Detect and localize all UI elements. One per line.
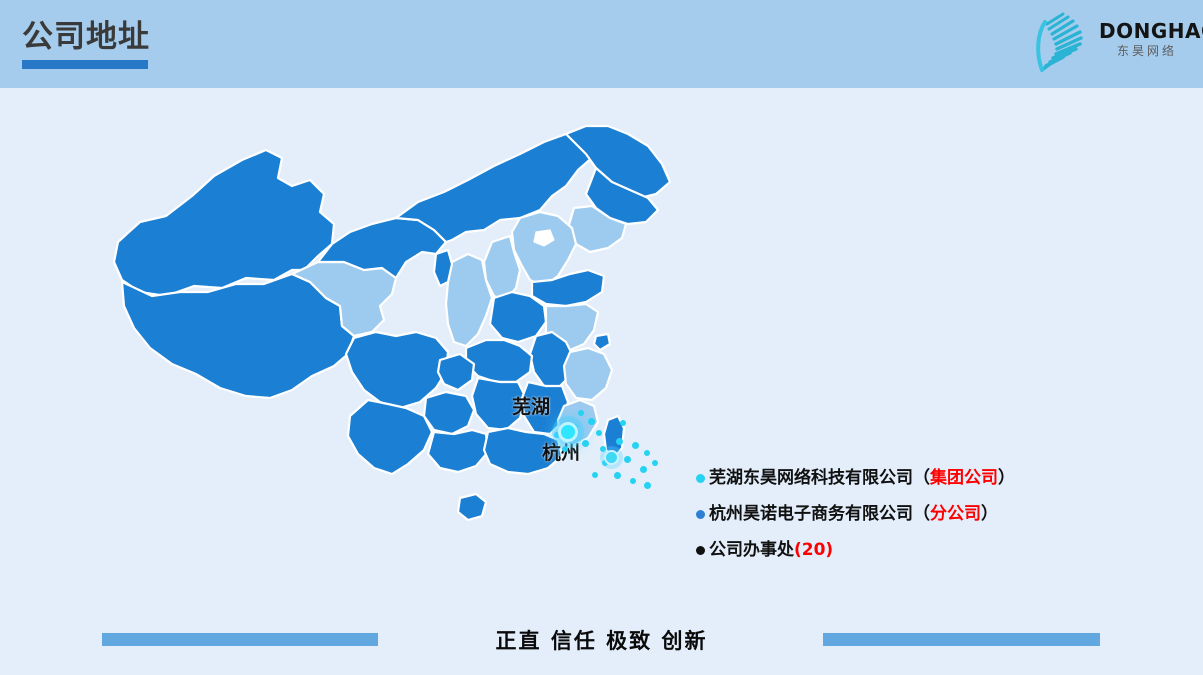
- office-dot[interactable]: [624, 456, 631, 463]
- province-gansu: [316, 216, 448, 280]
- province-guizhou: [422, 390, 476, 436]
- legend: 芜湖东昊网络科技有限公司（集团公司） 杭州昊诺电子商务有限公司（分公司） 公司办…: [696, 460, 1116, 568]
- title-underline: [22, 60, 148, 69]
- legend-bullet-icon: [696, 545, 705, 555]
- wuhu-marker[interactable]: [558, 422, 578, 442]
- office-dot[interactable]: [640, 466, 647, 473]
- legend-bullet-icon: [696, 509, 705, 519]
- province-sichuan: [344, 330, 450, 410]
- province-zhejiang: [562, 346, 614, 402]
- legend-label: 杭州昊诺电子商务有限公司（分公司）: [709, 504, 998, 524]
- province-heilongjiang: [564, 124, 672, 200]
- wuhu-label: 芜湖: [512, 396, 551, 418]
- province-hainan: [456, 492, 488, 522]
- china-map-svg: [112, 124, 672, 522]
- office-dot[interactable]: [644, 450, 650, 456]
- province-beijing: [533, 229, 555, 247]
- company-logo: DONGHAO 东昊网络: [1027, 6, 1203, 78]
- wing-fan-icon: [1033, 8, 1095, 74]
- legend-accent: 集团公司: [930, 468, 998, 488]
- office-dot[interactable]: [644, 482, 651, 489]
- logo-chinese: 东昊网络: [1116, 44, 1177, 58]
- office-dot[interactable]: [630, 478, 636, 484]
- legend-item-group-company[interactable]: 芜湖东昊网络科技有限公司（集团公司）: [696, 460, 1116, 496]
- legend-bullet-icon: [696, 473, 705, 483]
- hangzhou-marker[interactable]: [604, 450, 619, 465]
- province-guangdong: [482, 426, 564, 476]
- province-shaanxi: [444, 252, 494, 348]
- legend-item-branch-company[interactable]: 杭州昊诺电子商务有限公司（分公司）: [696, 496, 1116, 532]
- hangzhou-label: 杭州: [542, 442, 581, 464]
- province-hubei: [464, 338, 534, 384]
- legend-item-offices[interactable]: 公司办事处(20): [696, 532, 1116, 568]
- province-ningxia: [432, 248, 454, 288]
- page-title-text: 公司地址: [22, 19, 150, 55]
- legend-accent: (20): [794, 540, 834, 560]
- office-dot[interactable]: [632, 442, 639, 449]
- footer-bar-right: [823, 633, 1100, 646]
- legend-accent: 分公司: [930, 504, 981, 524]
- page-title: 公司地址: [22, 16, 150, 69]
- legend-label: 芜湖东昊网络科技有限公司（集团公司）: [709, 468, 1015, 488]
- province-yunnan: [346, 398, 434, 476]
- office-dot[interactable]: [620, 420, 626, 426]
- province-henan: [488, 290, 548, 344]
- footer-slogan: 正直 信任 极致 创新: [495, 629, 708, 653]
- header-band: 公司地址: [0, 0, 1203, 88]
- china-map[interactable]: 芜湖 杭州: [96, 120, 696, 610]
- office-dot[interactable]: [592, 472, 598, 478]
- province-guangxi: [426, 428, 490, 474]
- office-dot[interactable]: [554, 432, 560, 438]
- office-dot[interactable]: [596, 430, 602, 436]
- footer-bar-left: [102, 633, 378, 646]
- province-jiangxi: [520, 380, 570, 436]
- office-dot[interactable]: [578, 410, 584, 416]
- office-dot[interactable]: [582, 440, 589, 447]
- office-dot[interactable]: [562, 446, 568, 452]
- province-jilin: [584, 166, 660, 226]
- province-chongqing: [436, 352, 476, 392]
- office-dot[interactable]: [588, 418, 595, 425]
- office-dot[interactable]: [616, 438, 623, 445]
- logo-english: DONGHAO: [1099, 19, 1203, 43]
- office-dot[interactable]: [600, 446, 606, 452]
- province-shandong: [530, 268, 606, 308]
- province-shanghai: [592, 332, 612, 352]
- province-inner-mongolia: [394, 126, 602, 244]
- office-dot[interactable]: [602, 460, 608, 466]
- province-hunan: [470, 376, 528, 432]
- office-dot[interactable]: [614, 472, 621, 479]
- office-dot[interactable]: [652, 460, 658, 466]
- logo-text: DONGHAO 东昊网络: [1099, 19, 1203, 59]
- legend-label: 公司办事处(20): [709, 540, 834, 560]
